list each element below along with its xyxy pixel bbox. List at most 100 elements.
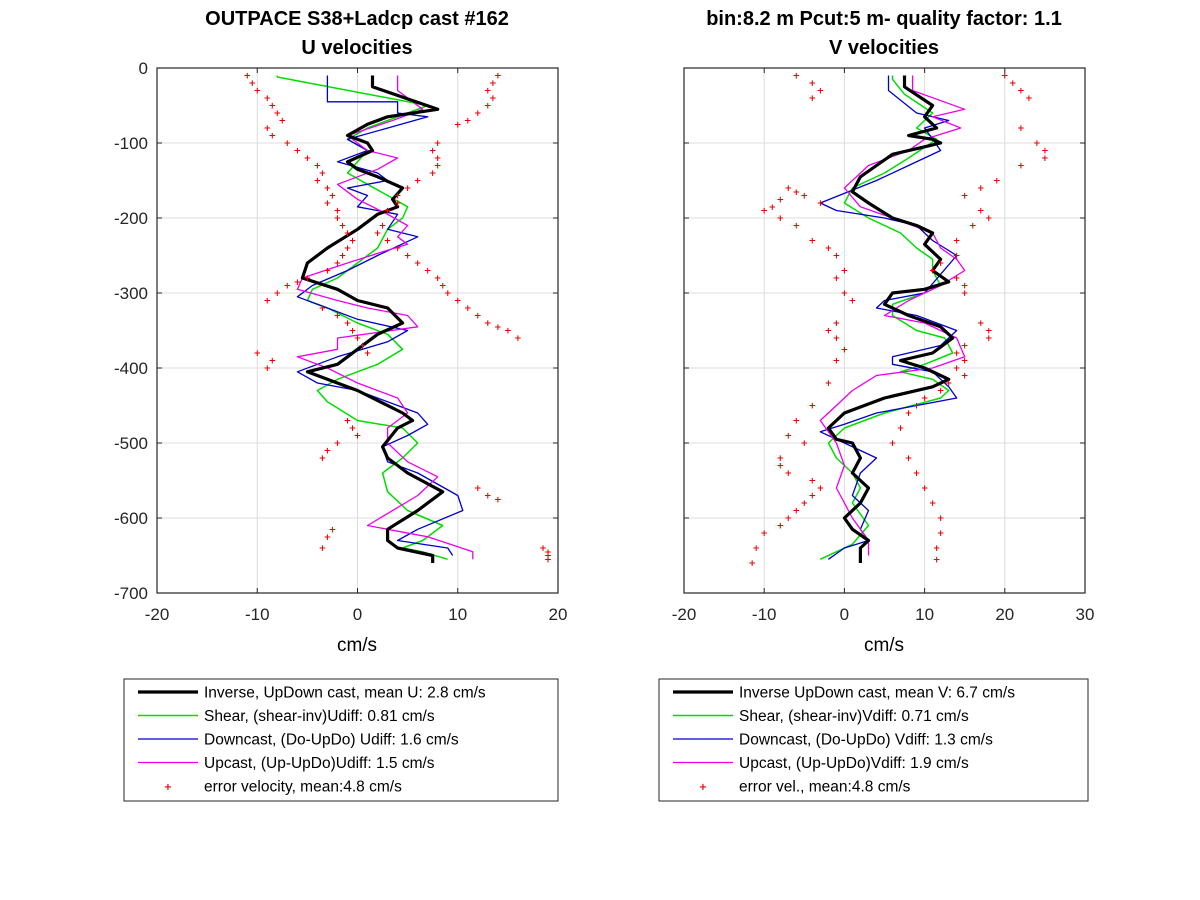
- x-tick-label: -20: [672, 605, 697, 624]
- error-velocity-point: +: [349, 327, 357, 337]
- error-velocity-point: +: [793, 222, 801, 232]
- error-velocity-point: +: [489, 79, 497, 89]
- error-velocity-point: +: [444, 289, 452, 299]
- error-velocity-point: +: [1009, 79, 1017, 89]
- error-velocity-point: +: [833, 319, 841, 329]
- error-velocity-point: +: [969, 222, 977, 232]
- error-velocity-point: +: [394, 244, 402, 254]
- error-velocity-point: +: [324, 199, 332, 209]
- error-velocity-point: +: [793, 72, 801, 82]
- error-velocity-point: +: [349, 237, 357, 247]
- error-velocity-point: +: [379, 222, 387, 232]
- shear-line: [819, 75, 954, 560]
- error-velocity-point: +: [484, 87, 492, 97]
- error-velocity-point: +: [334, 312, 342, 322]
- error-velocity-point: +: [354, 334, 362, 344]
- error-velocity-point: +: [817, 199, 825, 209]
- error-velocity-point: +: [953, 252, 961, 262]
- error-velocity-point: +: [809, 477, 817, 487]
- error-velocity-point: +: [243, 72, 251, 82]
- error-velocity-point: +: [349, 424, 357, 434]
- error-velocity-point: +: [454, 297, 462, 307]
- error-velocity-point: +: [384, 207, 392, 217]
- error-velocity-point: +: [985, 214, 993, 224]
- legend-swatch-error-velocity: +: [699, 782, 707, 793]
- x-tick-label: -20: [145, 605, 170, 624]
- error-velocity-point: +: [504, 327, 512, 337]
- error-velocity-point: +: [929, 499, 937, 509]
- x-tick-label: -10: [245, 605, 270, 624]
- error-velocity-point: +: [304, 274, 312, 284]
- error-velocity-point: +: [279, 117, 287, 127]
- error-velocity-point: +: [1041, 154, 1049, 164]
- error-velocity-point: +: [748, 559, 756, 569]
- error-velocity-point: +: [841, 345, 849, 355]
- error-velocity-point: +: [905, 454, 913, 464]
- legend-label-upcast: Upcast, (Up-UpDo)Udiff: 1.5 cm/s: [204, 755, 435, 772]
- error-velocity-point: +: [454, 120, 462, 130]
- error-velocity-point: +: [760, 529, 768, 539]
- error-velocity-point: +: [329, 525, 337, 535]
- legend: Inverse UpDown cast, mean V: 6.7 cm/s She…: [658, 678, 1089, 802]
- y-tick-label: -100: [114, 134, 148, 153]
- error-velocity-point: +: [429, 169, 437, 179]
- error-velocity-point: +: [489, 94, 497, 104]
- error-velocity-point: +: [801, 499, 809, 509]
- error-velocity-point: +: [776, 462, 784, 472]
- error-velocity-point: +: [953, 274, 961, 284]
- error-velocity-point: +: [484, 319, 492, 329]
- error-velocity-point: +: [961, 357, 969, 367]
- error-velocity-point: +: [324, 533, 332, 543]
- error-velocity-point: +: [434, 154, 442, 164]
- error-velocity-point: +: [324, 184, 332, 194]
- error-velocity-point: +: [474, 312, 482, 322]
- error-velocity-point: +: [889, 439, 897, 449]
- error-velocity-point: +: [937, 387, 945, 397]
- upcast-line: [819, 75, 966, 556]
- error-velocity-point: +: [434, 162, 442, 172]
- error-velocity-point: +: [825, 244, 833, 254]
- error-velocity-point: +: [809, 402, 817, 412]
- error-velocity-point: +: [334, 259, 342, 269]
- x-tick-label: 30: [1076, 605, 1095, 624]
- error-velocity-point: +: [921, 484, 929, 494]
- error-velocity-point: +: [776, 214, 784, 224]
- error-velocity-point: +: [248, 79, 256, 89]
- error-velocity-point: +: [833, 334, 841, 344]
- x-tick-label: 20: [549, 605, 568, 624]
- legend: Inverse, UpDown cast, mean U: 2.8 cm/s Sh…: [123, 678, 559, 802]
- u-velocity-chart: OUTPACE S38+Ladcp cast #162 U velocities…: [114, 8, 568, 802]
- error-velocity-point: +: [319, 304, 327, 314]
- error-velocity-point: +: [809, 79, 817, 89]
- error-velocity-point: +: [319, 544, 327, 554]
- error-velocity-point: +: [354, 432, 362, 442]
- chart-title: bin:8.2 m Pcut:5 m- quality factor: 1.1: [706, 8, 1062, 30]
- error-velocity-point: +: [374, 229, 382, 239]
- error-velocity-point: +: [817, 87, 825, 97]
- error-velocity-point: +: [394, 199, 402, 209]
- x-tick-label: 20: [995, 605, 1014, 624]
- y-tick-label: 0: [139, 59, 148, 78]
- error-velocity-point: +: [474, 109, 482, 119]
- error-velocity-point: +: [359, 342, 367, 352]
- error-velocity-point: +: [264, 364, 272, 374]
- error-velocity-point: +: [274, 109, 282, 119]
- legend-label-inverse: Inverse, UpDown cast, mean U: 2.8 cm/s: [204, 685, 486, 702]
- error-velocity-point: +: [929, 267, 937, 277]
- error-velocity-point: +: [269, 102, 277, 112]
- error-velocity-point: +: [304, 154, 312, 164]
- error-velocity-point: +: [414, 259, 422, 269]
- error-velocity-point: +: [921, 394, 929, 404]
- error-velocity-point: +: [294, 278, 302, 288]
- error-velocity-point: +: [953, 364, 961, 374]
- x-tick-label: -10: [752, 605, 777, 624]
- legend-box: [123, 678, 559, 802]
- error-velocity-point: +: [945, 379, 953, 389]
- error-velocity-point: +: [841, 267, 849, 277]
- error-velocity-point: +: [913, 469, 921, 479]
- error-velocity-point: +: [937, 259, 945, 269]
- error-velocity-point: +: [825, 327, 833, 337]
- error-velocity-point: +: [760, 207, 768, 217]
- error-velocity-point: +: [784, 469, 792, 479]
- error-velocity-point: +: [319, 454, 327, 464]
